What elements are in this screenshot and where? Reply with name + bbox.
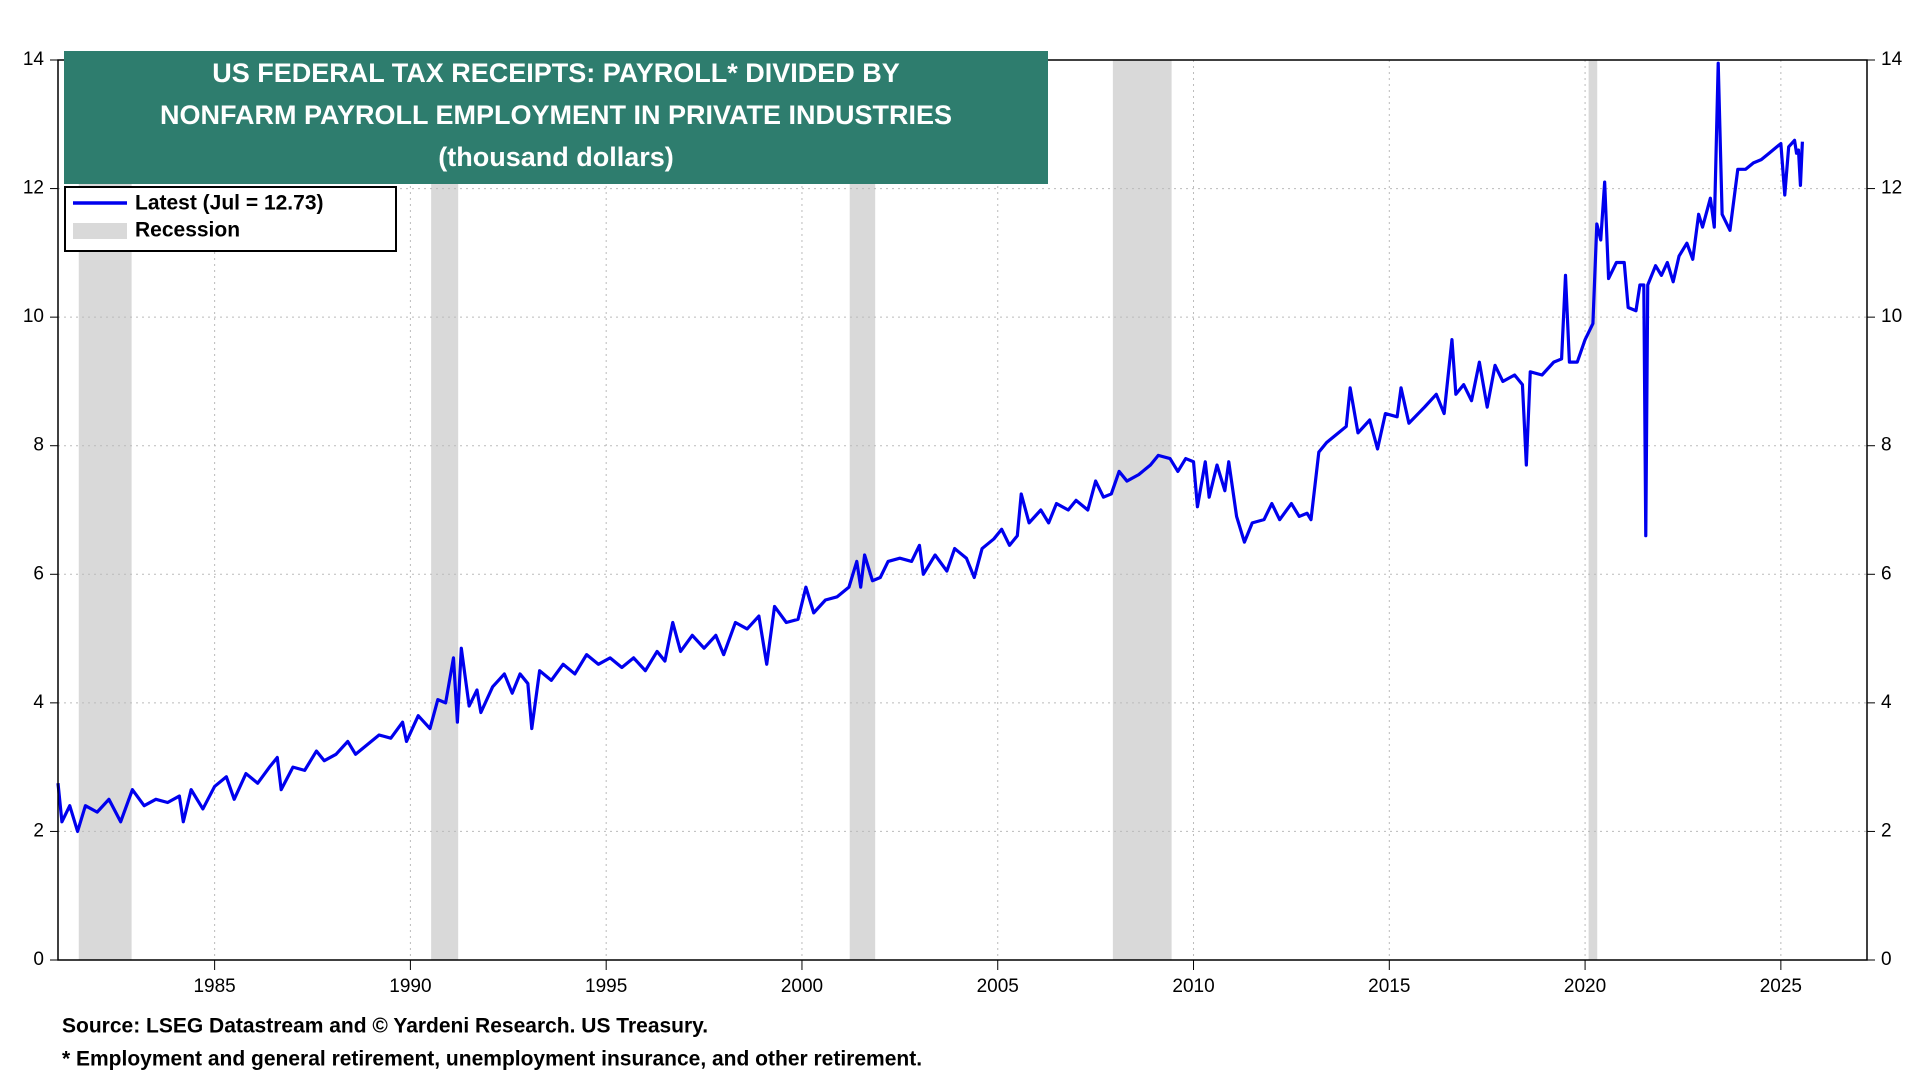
y2-tick-label: 8	[1881, 435, 1892, 456]
y-tick-label: 12	[23, 178, 44, 199]
legend-swatch	[73, 223, 127, 239]
x-tick-label: 1995	[585, 976, 627, 997]
legend-label: Latest (Jul = 12.73)	[135, 192, 324, 215]
y2-tick-label: 10	[1881, 306, 1902, 327]
x-tick-label: 2005	[977, 976, 1019, 997]
x-tick-label: 2000	[781, 976, 823, 997]
legend-label: Recession	[135, 219, 240, 242]
data-line	[56, 61, 1804, 834]
y2-tick-label: 6	[1881, 563, 1892, 584]
x-tick-label: 2020	[1564, 976, 1606, 997]
y2-tick-label: 4	[1881, 692, 1892, 713]
chart-title: (thousand dollars)	[438, 142, 674, 172]
y-tick-label: 4	[33, 692, 44, 713]
footnote: Source: LSEG Datastream and © Yardeni Re…	[62, 1015, 708, 1038]
y-tick-label: 14	[23, 49, 45, 70]
y-tick-label: 2	[33, 820, 44, 841]
y-tick-label: 8	[33, 435, 44, 456]
y-tick-label: 0	[33, 949, 44, 970]
legend-box	[64, 186, 397, 252]
x-tick-label: 1990	[389, 976, 431, 997]
chart-title: NONFARM PAYROLL EMPLOYMENT IN PRIVATE IN…	[160, 100, 952, 130]
y2-tick-label: 0	[1881, 949, 1892, 970]
y-tick-label: 6	[33, 563, 44, 584]
title-box	[64, 51, 1048, 184]
recession-band	[849, 60, 876, 960]
footnote: * Employment and general retirement, une…	[62, 1048, 922, 1071]
x-tick-label: 2015	[1368, 976, 1410, 997]
y2-tick-label: 2	[1881, 820, 1892, 841]
x-tick-label: 2010	[1172, 976, 1214, 997]
y2-tick-label: 12	[1881, 178, 1902, 199]
x-tick-label: 2025	[1760, 976, 1802, 997]
y2-tick-label: 14	[1881, 49, 1903, 70]
chart-title: US FEDERAL TAX RECEIPTS: PAYROLL* DIVIDE…	[212, 58, 900, 88]
x-tick-label: 1985	[193, 976, 235, 997]
y-tick-label: 10	[23, 306, 44, 327]
recession-band	[431, 60, 459, 960]
recession-band	[1588, 60, 1598, 960]
recession-band	[1112, 60, 1172, 960]
